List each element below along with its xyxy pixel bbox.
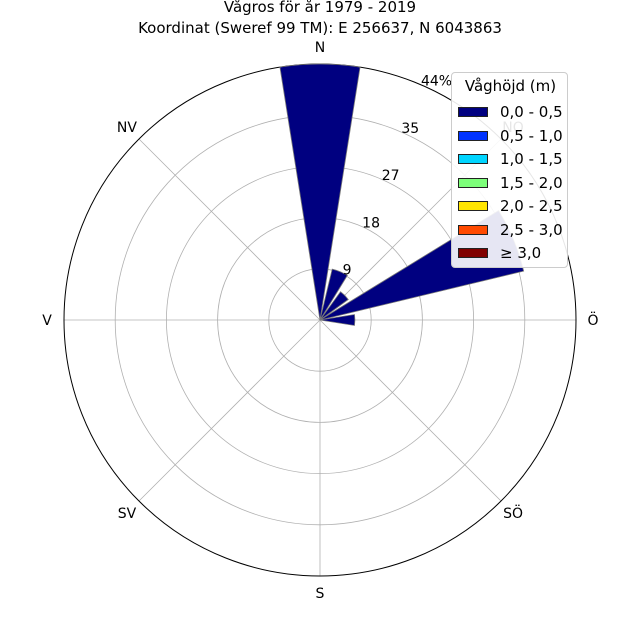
- direction-label: N: [315, 40, 325, 56]
- radial-gridline: [138, 319, 321, 502]
- legend-swatch: [458, 177, 488, 188]
- legend-swatch: [458, 107, 488, 117]
- legend-label: 2,0 - 2,5: [500, 197, 563, 215]
- legend-item: 0,0 - 0,5: [458, 102, 563, 122]
- legend-label: 2,5 - 3,0: [500, 220, 563, 239]
- legend-item: 1,5 - 2,0: [458, 173, 563, 193]
- legend-swatch: [458, 154, 488, 164]
- chart-title-line-1: Vågros för år 1979 - 2019: [223, 0, 417, 16]
- legend-item: 2,5 - 3,0: [458, 220, 563, 240]
- direction-label: NV: [117, 120, 137, 136]
- legend-label: 1,5 - 2,0: [500, 173, 563, 192]
- sector-bar: [279, 63, 361, 321]
- legend-swatch: [458, 130, 488, 141]
- legend-title: Våghöjd (m): [464, 77, 557, 95]
- sector-bar: [319, 268, 348, 321]
- legend: Våghöjd (m) 0,0 - 0,5 0,5 - 1,0 1,0 - 1,5 1…: [451, 72, 568, 268]
- radial-tick-label: 35: [401, 121, 419, 137]
- legend-item: ≥ 3,0: [458, 243, 541, 263]
- legend-item: 0,5 - 1,0: [458, 126, 563, 146]
- radial-tick-label: 27: [382, 168, 400, 184]
- direction-label: SV: [118, 506, 137, 522]
- radial-gridline: [319, 319, 502, 502]
- direction-label: S: [316, 586, 325, 602]
- legend-label: ≥ 3,0: [500, 244, 542, 262]
- radial-tick-label: 9: [343, 263, 352, 279]
- radial-gridline: [138, 138, 321, 321]
- direction-label: V: [42, 313, 52, 329]
- sector-bar: [319, 314, 356, 326]
- radial-tick-label: 44%: [421, 73, 452, 89]
- legend-swatch: [458, 201, 488, 211]
- legend-item: 1,0 - 1,5: [458, 149, 563, 169]
- radial-tick-label: 18: [362, 215, 380, 231]
- legend-label: 1,0 - 1,5: [500, 150, 563, 168]
- chart-title-line-2: Koordinat (Sweref 99 TM): E 256637, N 60…: [138, 19, 502, 37]
- sector-bar: [319, 291, 349, 321]
- legend-label: 0,0 - 0,5: [500, 103, 563, 121]
- direction-label: Ö: [587, 311, 598, 329]
- legend-swatch: [458, 224, 488, 235]
- legend-label: 0,5 - 1,0: [500, 126, 563, 145]
- legend-swatch: [458, 248, 488, 258]
- legend-item: 2,0 - 2,5: [458, 196, 563, 216]
- direction-label: SÖ: [503, 504, 523, 522]
